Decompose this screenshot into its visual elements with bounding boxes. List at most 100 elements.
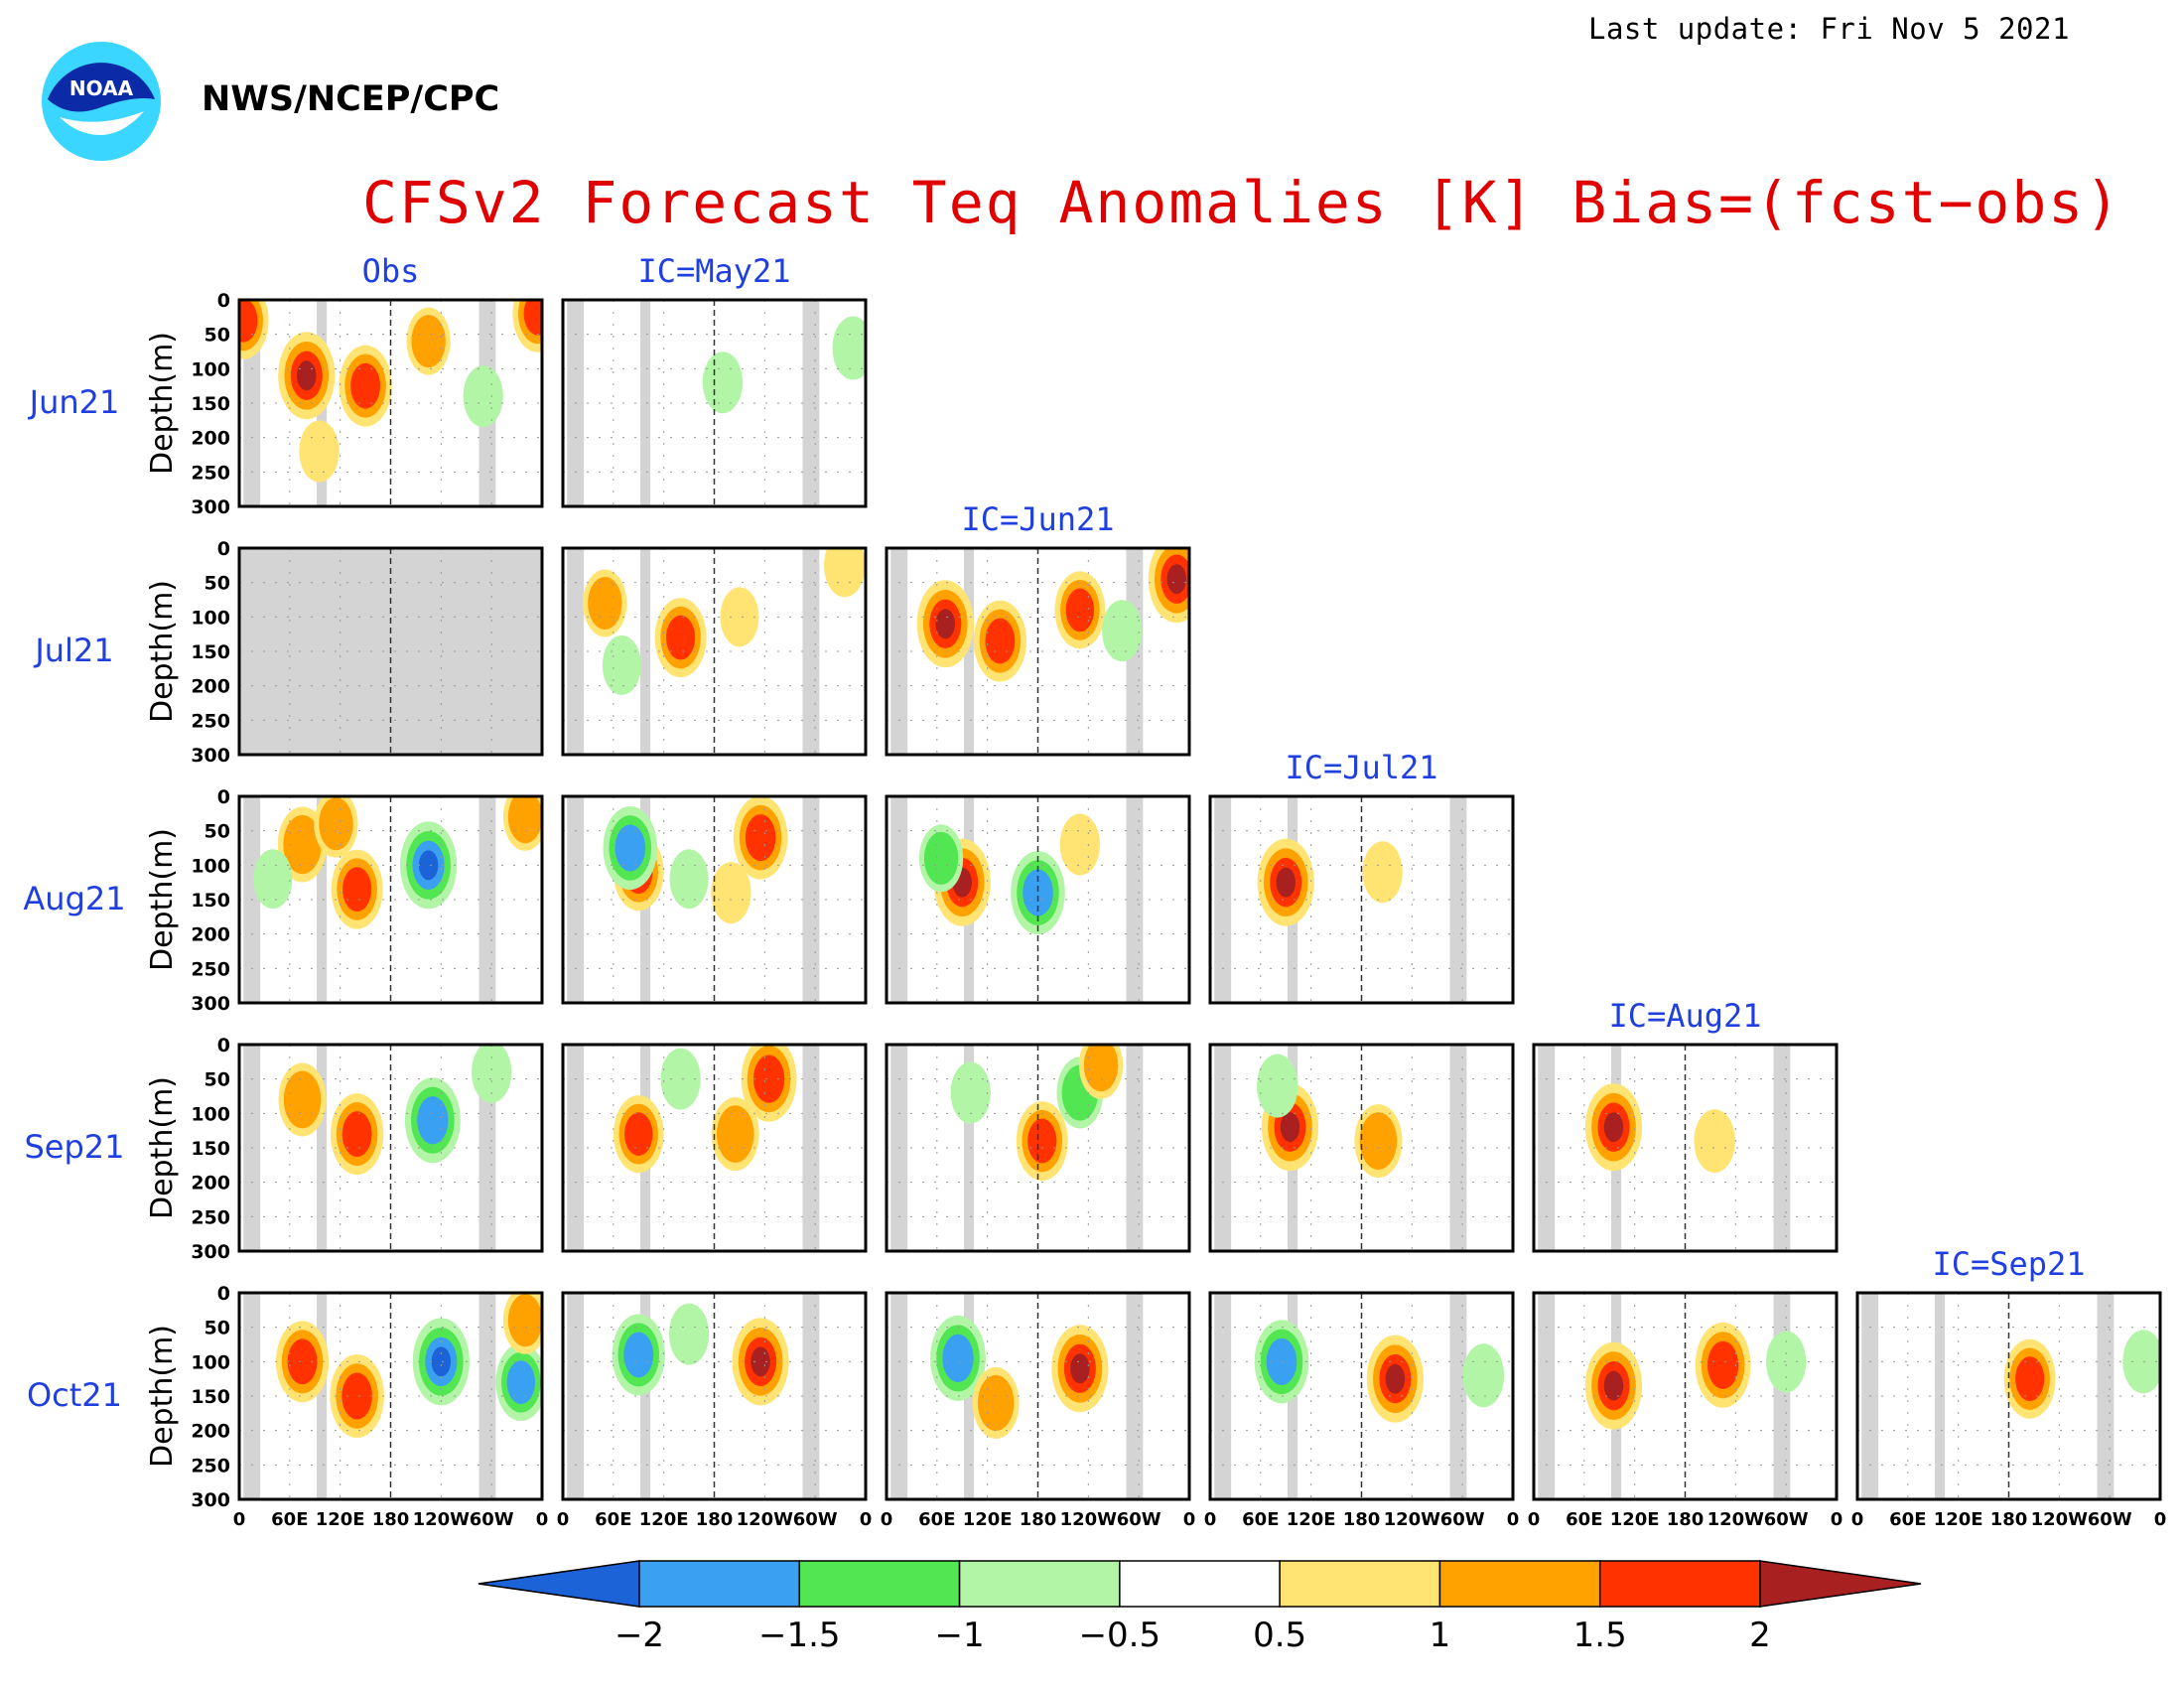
x-tick-label: 120W: [413, 1509, 471, 1530]
x-tick-label: 180: [372, 1509, 410, 1530]
y-tick-label: 250: [191, 1206, 230, 1228]
anomaly-contour: [711, 862, 751, 924]
x-tick-label: 180: [1990, 1509, 2028, 1530]
anomaly-contour: [341, 1111, 372, 1158]
x-tick-label: 0: [2154, 1509, 2167, 1530]
anomaly-contour: [832, 316, 866, 380]
x-tick-label: 60W: [1117, 1509, 1161, 1530]
y-tick-label: 150: [191, 1138, 230, 1160]
x-tick-label: 60W: [1764, 1509, 1809, 1530]
colorbar-label: 2: [1749, 1616, 1771, 1655]
panel-frame: [561, 794, 868, 1005]
y-tick-label: 200: [191, 676, 230, 698]
x-tick-label: 120W: [2031, 1509, 2089, 1530]
anomaly-contour: [716, 1105, 754, 1163]
x-tick-label: 0: [536, 1509, 549, 1530]
anomaly-contour: [472, 1045, 512, 1103]
x-tick-label: 120W: [1060, 1509, 1118, 1530]
x-tick-label: 60W: [470, 1509, 514, 1530]
panel-aug21-obs: [237, 794, 544, 1005]
x-tick-label: 0: [1528, 1509, 1541, 1530]
anomaly-contour: [660, 1048, 701, 1110]
last-update-text: Last update: Fri Nov 5 2021: [1588, 12, 2070, 46]
anomaly-contour: [283, 1070, 322, 1129]
x-tick-label: 120E: [1934, 1509, 1983, 1530]
panel-frame: [237, 1291, 544, 1501]
y-tick-label: 150: [191, 641, 230, 663]
x-tick-label: 60E: [1566, 1509, 1602, 1530]
land-mask: [316, 1045, 328, 1251]
row-label: Jul21: [33, 632, 113, 669]
anomaly-contour: [745, 814, 776, 862]
y-tick-label: 250: [191, 958, 230, 980]
panel-frame: [885, 794, 1191, 1005]
y-tick-label: 300: [191, 1489, 230, 1511]
y-tick-label: 250: [191, 462, 230, 484]
x-tick-label: 0: [1183, 1509, 1196, 1530]
row-label: Oct21: [27, 1376, 122, 1414]
agency-label: NWS/NCEP/CPC: [202, 79, 500, 119]
anomaly-contour: [319, 797, 353, 851]
x-tick-label: 0: [1204, 1509, 1217, 1530]
x-tick-label: 60W: [793, 1509, 838, 1530]
x-tick-label: 120E: [639, 1509, 689, 1530]
y-tick-label: 300: [191, 1241, 230, 1263]
panel-sep21-ic-may21: [561, 1043, 868, 1253]
anomaly-contour: [985, 618, 1016, 664]
anomaly-contour: [1462, 1343, 1505, 1408]
anomaly-contour: [1059, 813, 1101, 876]
anomaly-contour: [342, 867, 372, 912]
anomaly-contour: [297, 360, 317, 391]
panel-jul21-ic-jun21: [885, 546, 1191, 757]
anomaly-contour: [507, 1294, 542, 1347]
panel-oct21-obs: [237, 1291, 544, 1501]
x-tick-label: 180: [1020, 1509, 1057, 1530]
anomaly-contour: [1385, 1363, 1406, 1394]
panel-oct21-ic-jul21: [1208, 1291, 1515, 1501]
anomaly-contour: [507, 796, 542, 844]
y-tick-label: 200: [191, 1421, 230, 1443]
y-tick-label: 150: [191, 890, 230, 912]
anomaly-contour: [1023, 869, 1053, 916]
panel-oct21-ic-aug21: [1532, 1291, 1839, 1501]
anomaly-contour: [950, 1061, 991, 1124]
x-tick-label: 0: [1851, 1509, 1864, 1530]
y-tick-label: 0: [217, 786, 230, 808]
anomaly-contour: [623, 1332, 654, 1378]
anomaly-contour: [935, 609, 956, 639]
y-axis-label: Depth(m): [145, 1076, 180, 1219]
noaa-logo: NOAA: [40, 40, 164, 164]
anomaly-contour: [668, 1303, 710, 1365]
panel-frame: [885, 546, 1191, 757]
y-tick-label: 100: [191, 1103, 230, 1125]
y-tick-label: 250: [191, 1455, 230, 1477]
anomaly-contour: [506, 1360, 536, 1404]
panel-sep21-ic-jul21: [1208, 1043, 1515, 1253]
anomaly-contour: [1603, 1112, 1624, 1143]
y-axis-label: Depth(m): [145, 580, 180, 723]
column-title: IC=Jun21: [961, 500, 1114, 538]
anomaly-contour: [411, 315, 446, 368]
x-tick-label: 120E: [1610, 1509, 1660, 1530]
y-tick-label: 300: [191, 496, 230, 518]
anomaly-contour: [431, 1346, 452, 1377]
x-tick-label: 120E: [316, 1509, 365, 1530]
y-tick-label: 50: [205, 1318, 230, 1339]
y-tick-label: 0: [217, 1283, 230, 1305]
panel-aug21-ic-jun21: [885, 794, 1191, 1005]
y-tick-label: 150: [191, 393, 230, 415]
anomaly-contour: [751, 1346, 770, 1377]
anomaly-contour: [463, 365, 503, 428]
x-tick-label: 0: [860, 1509, 873, 1530]
anomaly-contour: [923, 831, 959, 885]
x-tick-label: 60E: [1242, 1509, 1279, 1530]
anomaly-contour: [283, 814, 322, 875]
panel-frame: [1532, 1043, 1839, 1253]
anomaly-contour: [602, 634, 641, 695]
land-mask: [639, 548, 651, 755]
land-mask: [316, 1293, 328, 1499]
x-tick-label: 0: [557, 1509, 570, 1530]
y-tick-label: 0: [217, 538, 230, 560]
anomaly-contour: [1166, 564, 1187, 595]
anomaly-contour: [1070, 1353, 1090, 1384]
